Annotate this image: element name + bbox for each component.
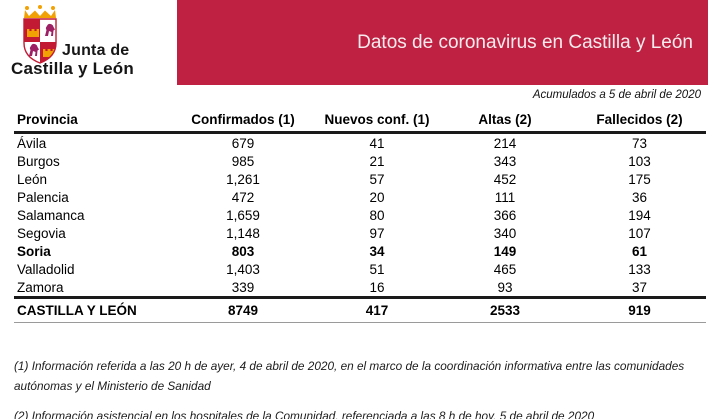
lion-icon [45, 23, 55, 36]
table-row: Zamora 339 16 93 37 [14, 278, 706, 298]
table-row: Soria 803 34 149 61 [14, 242, 706, 260]
province-cell: León [17, 171, 48, 187]
table-row: Valladolid 1,403 51 465 133 [14, 260, 706, 278]
nuevos-cell: 21 [369, 153, 385, 169]
province-cell: Soria [17, 243, 51, 259]
province-cell: Zamora [17, 279, 64, 295]
altas-cell: 214 [493, 135, 517, 151]
total-confirmados-cell: 8749 [169, 296, 317, 323]
total-label-cell: CASTILLA Y LEÓN [14, 296, 169, 323]
lion-icon [29, 43, 39, 56]
province-cell: Segovia [17, 225, 66, 241]
nuevos-cell: 41 [369, 135, 385, 151]
castle-icon [27, 29, 39, 37]
confirmados-cell: 985 [231, 153, 255, 169]
table-row: Ávila 679 41 214 73 [14, 133, 706, 153]
nuevos-cell: 34 [369, 243, 385, 259]
altas-cell: 149 [493, 243, 517, 259]
coat-of-arms-icon [23, 5, 57, 64]
logo-text-line2: Castilla y León [11, 59, 134, 78]
total-row: CASTILLA Y LEÓN 8749 417 2533 919 [14, 296, 706, 323]
table-row: Palencia 472 20 111 36 [14, 188, 706, 206]
altas-cell: 343 [493, 153, 517, 169]
confirmados-cell: 1,403 [226, 261, 260, 277]
table-header-row: Provincia Confirmados (1) Nuevos conf. (… [14, 109, 706, 134]
table-header: Provincia Confirmados (1) Nuevos conf. (… [14, 109, 706, 134]
column-header-provincia: Provincia [14, 109, 169, 134]
nuevos-cell: 80 [369, 207, 385, 223]
accumulated-date-subtitle: Acumulados a 5 de abril de 2020 [532, 89, 701, 101]
nuevos-cell: 97 [369, 225, 385, 241]
fallecidos-cell: 107 [628, 225, 651, 241]
footnote-2: (2) Información asistencial en los hospi… [14, 408, 595, 419]
confirmados-cell: 1,148 [226, 225, 260, 241]
altas-cell: 465 [493, 261, 517, 277]
table-footer: CASTILLA Y LEÓN 8749 417 2533 919 [14, 296, 706, 323]
province-cell: Burgos [17, 153, 60, 169]
crown-icon [24, 5, 56, 18]
total-fallecidos-cell: 919 [573, 296, 706, 323]
fallecidos-cell: 103 [628, 153, 651, 169]
nuevos-cell: 51 [369, 261, 385, 277]
page-title: Datos de coronavirus en Castilla y León [357, 31, 693, 53]
footnote-1: (1) Información referida a las 20 h de a… [14, 358, 685, 393]
fallecidos-cell: 37 [631, 279, 648, 295]
confirmados-cell: 472 [231, 189, 255, 205]
altas-cell: 452 [493, 171, 517, 187]
province-cell: Valladolid [17, 261, 75, 277]
province-cell: Salamanca [17, 207, 85, 223]
column-header-confirmados: Confirmados (1) [169, 109, 317, 134]
fallecidos-cell: 36 [631, 189, 648, 205]
nuevos-cell: 16 [369, 279, 385, 295]
column-header-fallecidos: Fallecidos (2) [573, 109, 706, 134]
altas-cell: 111 [494, 189, 516, 205]
confirmados-cell: 679 [231, 135, 255, 151]
column-header-nuevos: Nuevos conf. (1) [317, 109, 437, 134]
total-nuevos-cell: 417 [317, 296, 437, 323]
fallecidos-cell: 73 [631, 135, 648, 151]
total-altas-cell: 2533 [437, 296, 573, 323]
altas-cell: 340 [493, 225, 517, 241]
logo-text-line1: Junta de [62, 42, 130, 59]
province-data-table: Provincia Confirmados (1) Nuevos conf. (… [14, 109, 706, 323]
confirmados-cell: 803 [231, 243, 255, 259]
junta-logo: Junta de Castilla y León [0, 0, 176, 88]
confirmados-cell: 1,261 [226, 171, 260, 187]
table-row: Burgos 985 21 343 103 [14, 152, 706, 170]
province-cell: Ávila [17, 135, 47, 151]
fallecidos-cell: 61 [631, 243, 648, 259]
table-row: Segovia 1,148 97 340 107 [14, 224, 706, 242]
table-body: Ávila 679 41 214 73 Burgos 985 21 343 103 León 1,26… [14, 133, 706, 298]
confirmados-cell: 339 [231, 279, 255, 295]
altas-cell: 366 [493, 207, 517, 223]
table-row: León 1,261 57 452 175 [14, 170, 706, 188]
altas-cell: 93 [497, 279, 513, 295]
column-header-altas: Altas (2) [437, 109, 573, 134]
nuevos-cell: 20 [369, 189, 385, 205]
fallecidos-cell: 133 [628, 261, 651, 277]
fallecidos-cell: 194 [628, 207, 651, 223]
fallecidos-cell: 175 [628, 171, 651, 187]
title-banner: Datos de coronavirus en Castilla y León [177, 0, 708, 85]
table-row: Salamanca 1,659 80 366 194 [14, 206, 706, 224]
province-cell: Palencia [17, 189, 69, 205]
confirmados-cell: 1,659 [226, 207, 260, 223]
nuevos-cell: 57 [369, 171, 385, 187]
